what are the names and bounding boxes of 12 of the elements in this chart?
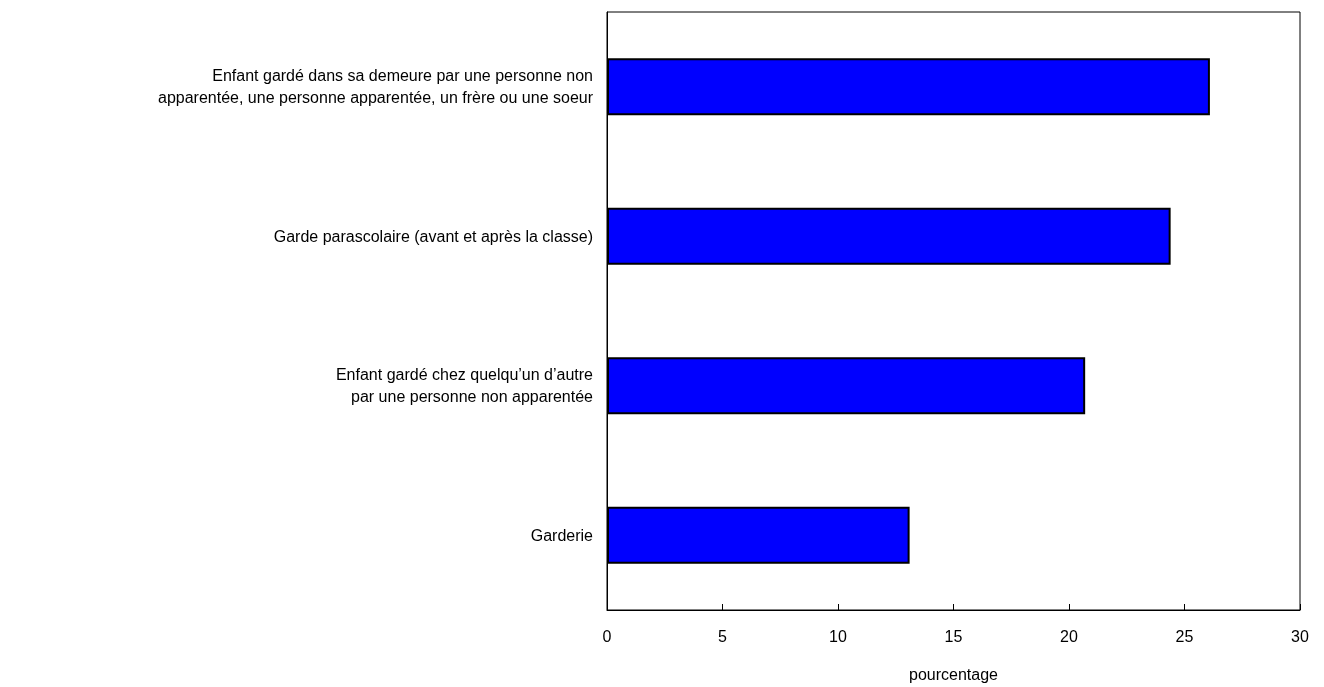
x-tick-label: 0 <box>602 627 612 645</box>
x-tick-label: 25 <box>1175 627 1194 645</box>
y-tick-label: Enfant gardé dans sa demeure par une personne non apparentée, une personne apparentée, un frère ou une soeur <box>158 67 594 107</box>
x-tick-label: 5 <box>718 627 728 645</box>
x-tick-label: 15 <box>944 627 963 645</box>
y-tick-label: Garde parascolaire (avant et après la classe) <box>273 227 593 245</box>
x-tick-label: 30 <box>1291 627 1309 645</box>
x-tick-label: 10 <box>829 627 847 645</box>
x-axis-title: pourcentage <box>909 665 999 683</box>
x-tick-label: 20 <box>1060 627 1078 645</box>
y-tick-label: Garderie <box>530 526 594 544</box>
y-tick-label: Enfant gardé chez quelqu’un d’autre par une personne non apparentée <box>335 366 594 406</box>
